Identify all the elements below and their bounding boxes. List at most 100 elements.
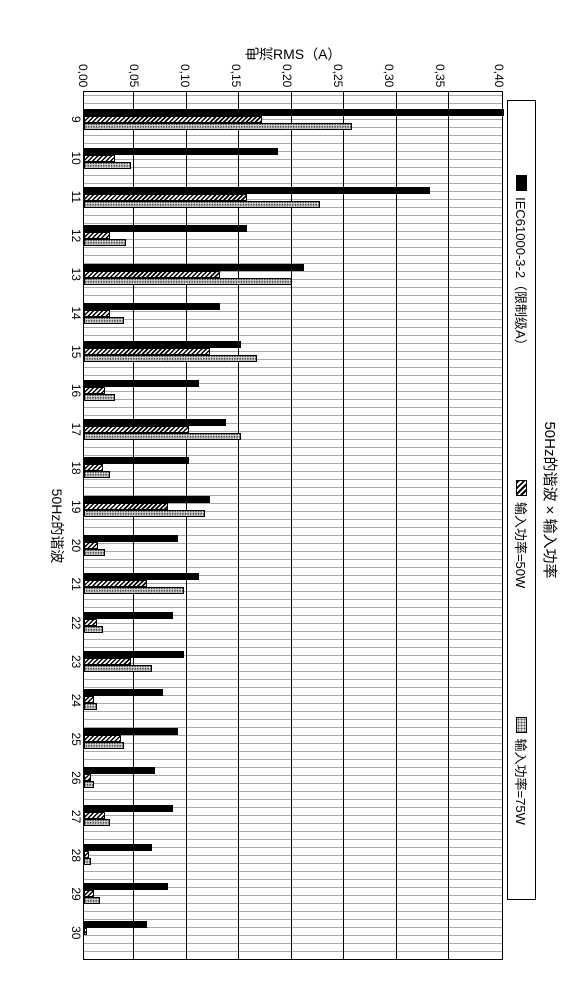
x-tick: 11 xyxy=(69,177,83,216)
bar-group xyxy=(84,564,502,603)
bar xyxy=(84,580,147,587)
bar xyxy=(84,689,163,696)
bar xyxy=(84,419,226,426)
bar-group xyxy=(84,912,502,951)
x-axis-ticks: 9101112131415161718192021222324252627282… xyxy=(69,92,83,960)
bar xyxy=(84,728,179,735)
bar xyxy=(84,883,168,890)
y-tick: 0,10 xyxy=(179,64,191,87)
legend-swatch-2 xyxy=(516,480,527,496)
bar-group xyxy=(84,719,502,758)
x-tick: 16 xyxy=(69,371,83,410)
bar-group xyxy=(84,487,502,526)
bar xyxy=(84,805,173,812)
bar xyxy=(84,116,263,123)
bar xyxy=(84,310,110,317)
bar xyxy=(84,573,200,580)
x-tick: 21 xyxy=(69,565,83,604)
bar xyxy=(84,317,124,324)
bar-group xyxy=(84,371,502,410)
bar xyxy=(84,696,95,703)
x-tick: 12 xyxy=(69,216,83,255)
x-tick: 22 xyxy=(69,604,83,643)
bar xyxy=(84,387,105,394)
y-axis-ticks: 0,400,350,300,250,200,150,100,050,00 xyxy=(83,64,503,91)
bar-group xyxy=(84,642,502,681)
bar xyxy=(84,819,110,826)
bar-group xyxy=(84,448,502,487)
legend-swatch-3 xyxy=(516,717,527,733)
legend-label-3: 输入功率=75W xyxy=(512,739,531,825)
bar xyxy=(84,278,292,285)
bar xyxy=(84,626,103,633)
bar-group xyxy=(84,680,502,719)
x-tick: 26 xyxy=(69,758,83,797)
bar-group xyxy=(84,255,502,294)
y-tick: 0,35 xyxy=(434,64,446,87)
bar xyxy=(84,341,242,348)
chart-title: 50Hz的谐波 × 输入功率 xyxy=(540,40,561,960)
legend-swatch-1 xyxy=(516,175,527,191)
bar xyxy=(84,271,221,278)
bar-group xyxy=(84,835,502,874)
x-tick: 14 xyxy=(69,294,83,333)
legend-label-2: 输入功率=50W xyxy=(512,502,531,588)
x-tick: 27 xyxy=(69,797,83,836)
x-tick: 19 xyxy=(69,487,83,526)
bar-group xyxy=(84,410,502,449)
x-tick: 25 xyxy=(69,720,83,759)
bar xyxy=(84,187,431,194)
bar xyxy=(84,921,147,928)
bar xyxy=(84,928,87,935)
y-tick: 0,30 xyxy=(383,64,395,87)
x-tick: 15 xyxy=(69,332,83,371)
bar-group xyxy=(84,603,502,642)
x-tick: 24 xyxy=(69,681,83,720)
x-tick: 10 xyxy=(69,139,83,178)
bar xyxy=(84,355,257,362)
y-tick: 0,40 xyxy=(493,64,505,87)
bar xyxy=(84,471,110,478)
bar xyxy=(84,619,97,626)
x-tick: 29 xyxy=(69,875,83,914)
y-tick: 0,15 xyxy=(230,64,242,87)
bar xyxy=(84,201,320,208)
bar-group xyxy=(84,796,502,835)
x-tick: 23 xyxy=(69,642,83,681)
bar xyxy=(84,781,95,788)
y-tick: 0,20 xyxy=(281,64,293,87)
bar-group xyxy=(84,294,502,333)
bar xyxy=(84,767,155,774)
x-axis-label: 50Hz的谐波 xyxy=(47,92,67,960)
bar xyxy=(84,812,105,819)
bar xyxy=(84,109,504,116)
bar xyxy=(84,303,221,310)
bar xyxy=(84,542,98,549)
y-tick: 0,05 xyxy=(128,64,140,87)
bar xyxy=(84,897,100,904)
x-tick: 13 xyxy=(69,255,83,294)
bar xyxy=(84,844,152,851)
bar xyxy=(84,858,91,865)
plot-area xyxy=(83,91,503,960)
bar xyxy=(84,239,126,246)
bar xyxy=(84,162,131,169)
bar-group xyxy=(84,139,502,178)
bar xyxy=(84,774,91,781)
bar xyxy=(84,433,242,440)
y-axis-label: 电流RMS（A） xyxy=(83,40,503,64)
bar xyxy=(84,225,247,232)
bar-group xyxy=(84,216,502,255)
bar xyxy=(84,264,305,271)
bar xyxy=(84,503,168,510)
bar-group xyxy=(84,100,502,139)
x-tick: 28 xyxy=(69,836,83,875)
bar xyxy=(84,549,105,556)
bar xyxy=(84,194,247,201)
chart-legend: IEC61000-3-2（限制级A） 输入功率=50W 输入功率=75W xyxy=(507,100,536,900)
bar xyxy=(84,665,152,672)
bar xyxy=(84,426,189,433)
x-tick: 30 xyxy=(69,913,83,952)
bar xyxy=(84,464,103,471)
bar xyxy=(84,612,173,619)
